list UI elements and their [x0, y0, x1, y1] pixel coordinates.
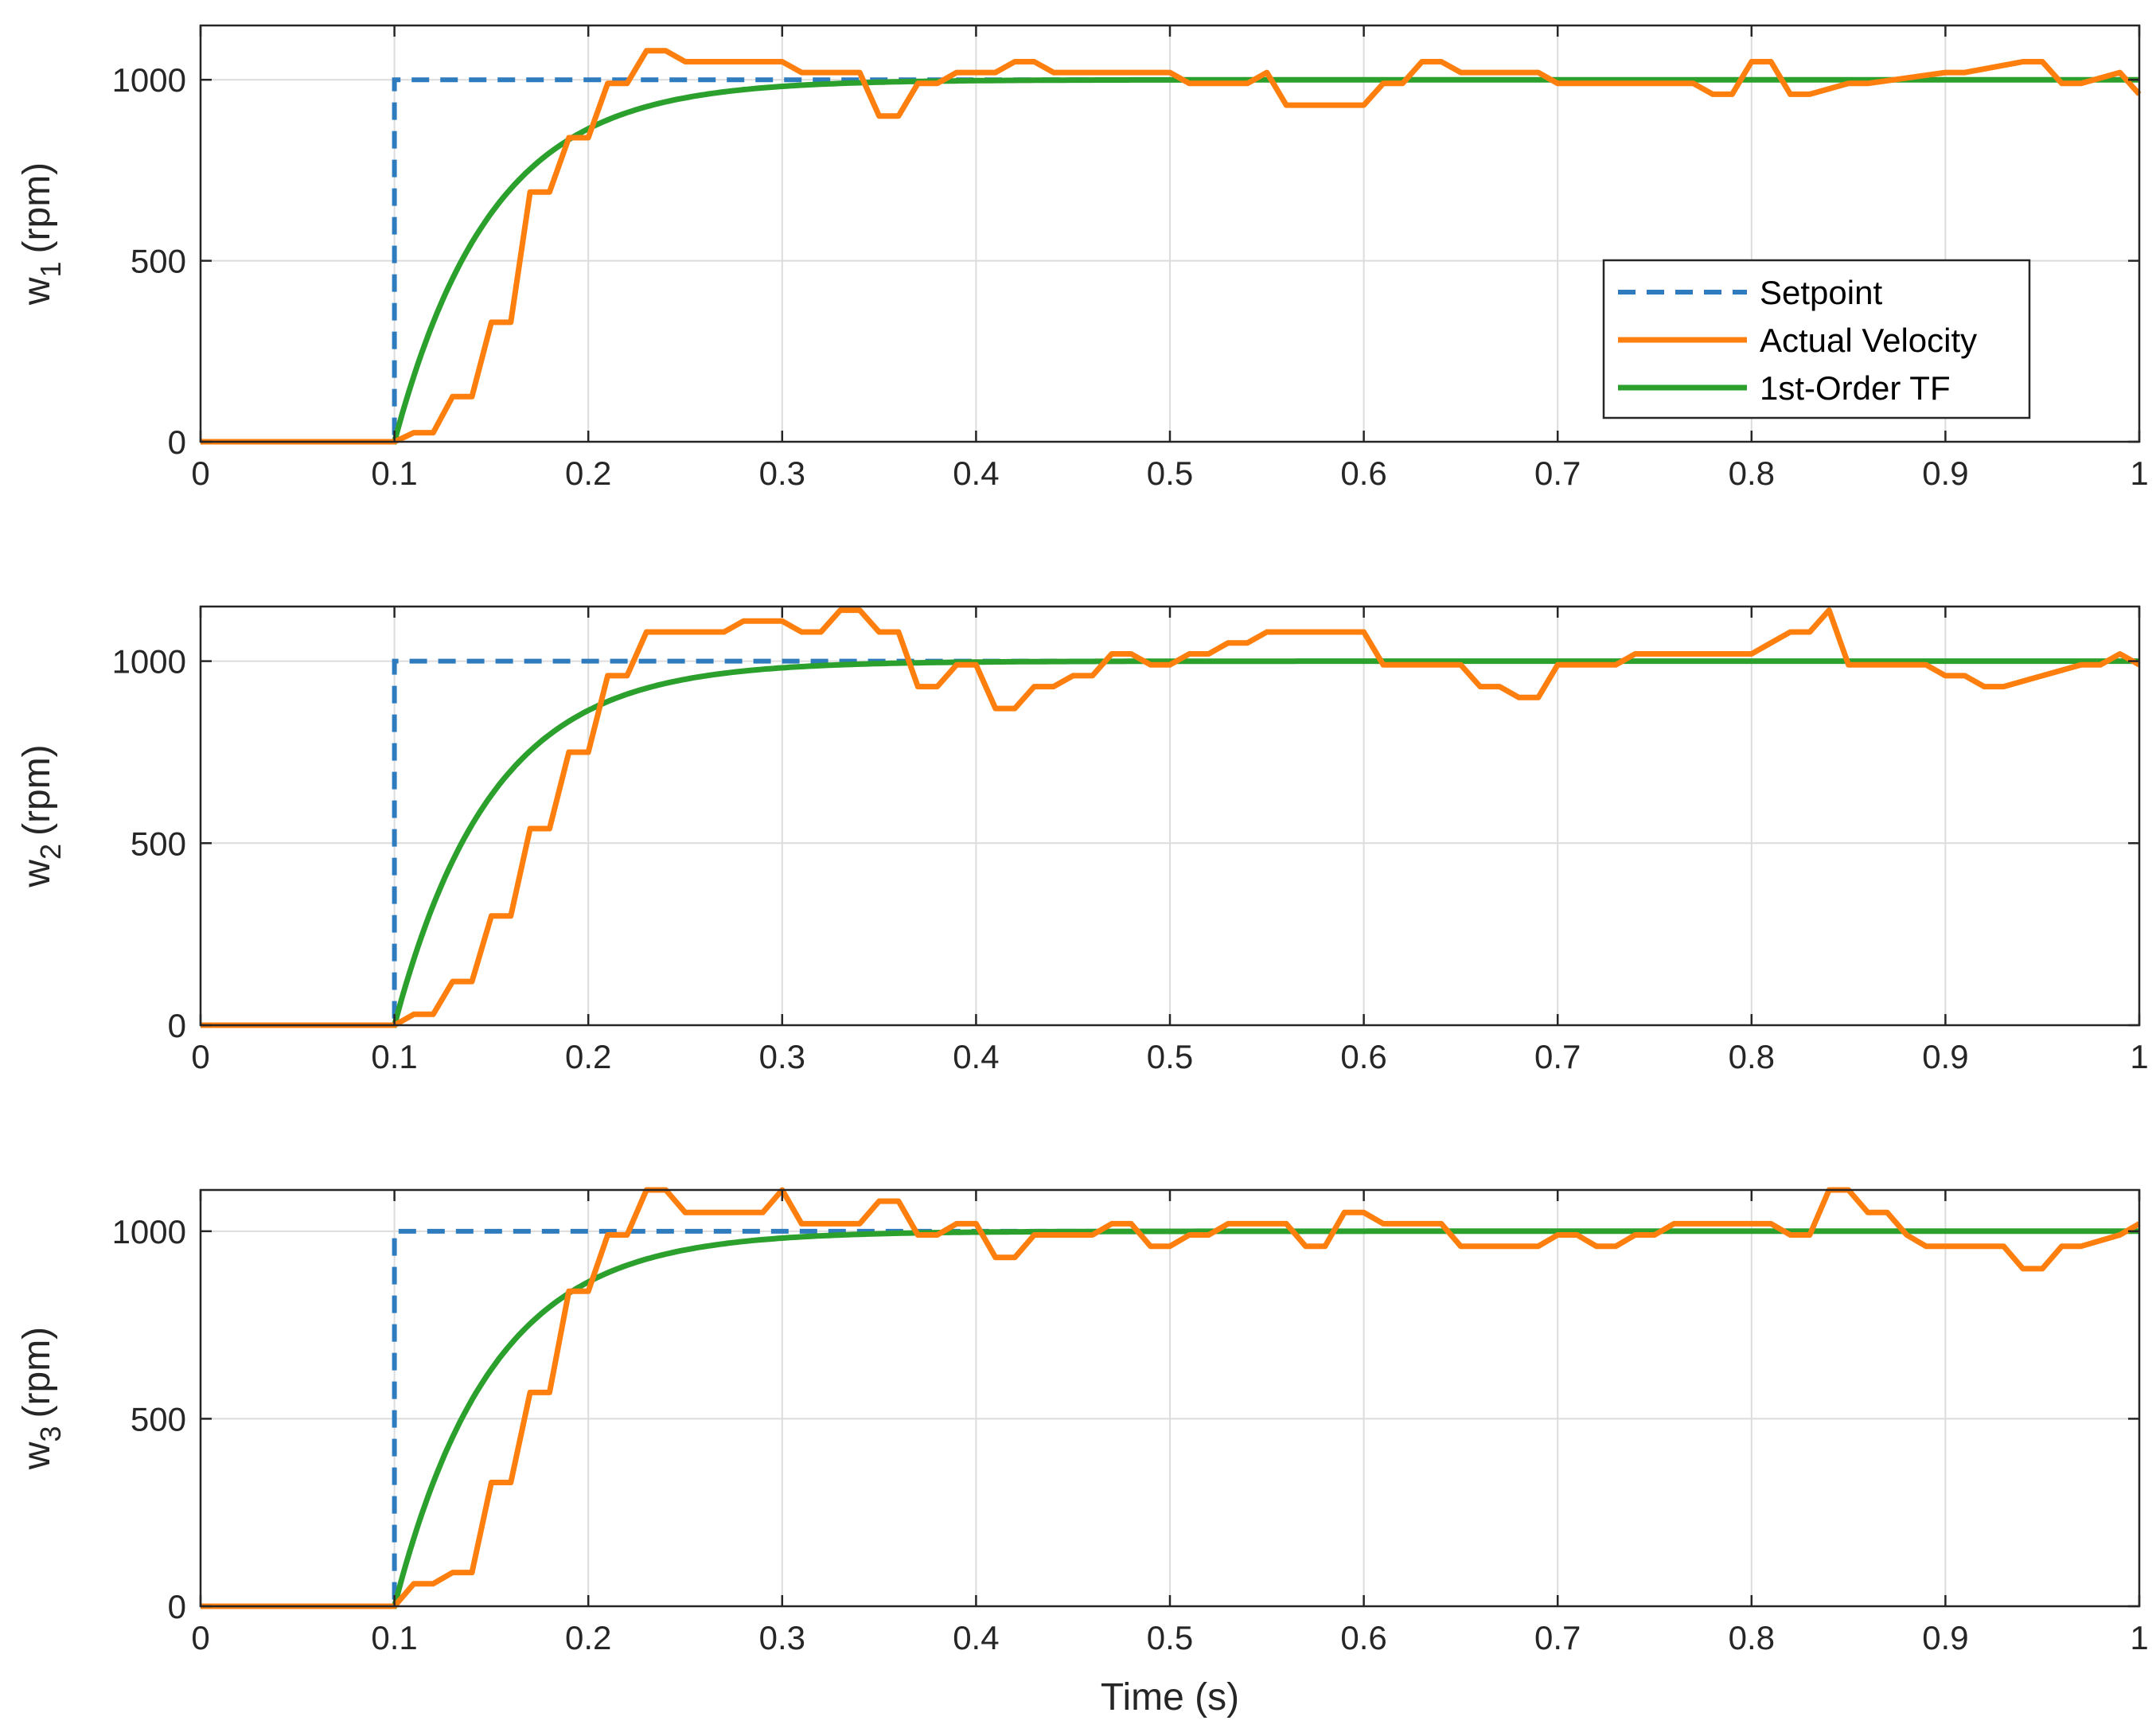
- y-tick-label: 500: [131, 825, 186, 862]
- x-tick-label: 0.6: [1340, 1038, 1386, 1075]
- x-tick-label: 1: [2130, 454, 2148, 492]
- subplot-w1: 0 0.1 0.2 0.3 0.4 0.5 0.6 0.7 0.8 0.9 105001000w1(…: [16, 24, 2149, 492]
- y-axis-label: w2 (rpm): [16, 744, 67, 888]
- x-tick-label: 0.5: [1147, 454, 1193, 492]
- x-tick-label: 0.2: [565, 1619, 611, 1656]
- x-tick-label: 0.7: [1534, 454, 1581, 492]
- x-tick-label: 0.6: [1340, 1619, 1386, 1656]
- y-axis-label-unit: (rpm): [16, 162, 58, 254]
- legend-label-actual: Actual Velocity: [1760, 322, 1977, 359]
- x-tick-label: 0.8: [1729, 1038, 1775, 1075]
- x-tick-label: 0: [191, 1619, 209, 1656]
- legend-label-setpoint: Setpoint: [1760, 274, 1882, 311]
- x-tick-label: 0.9: [1922, 1038, 1968, 1075]
- x-tick-label: 0.4: [953, 1038, 999, 1075]
- x-tick-label: 0.3: [759, 454, 805, 492]
- x-tick-label: 0.4: [953, 1619, 999, 1656]
- legend-label-tf: 1st-Order TF: [1760, 369, 1951, 407]
- tf-response-line: [201, 1228, 2139, 1609]
- x-tick-label: 0.5: [1147, 1038, 1193, 1075]
- x-tick-label: 0: [191, 454, 209, 492]
- y-axis-label: w1 (rpm): [16, 162, 67, 306]
- x-tick-label: 0.3: [759, 1038, 805, 1075]
- x-tick-label: 0.4: [953, 454, 999, 492]
- y-axis-label-main: w: [16, 860, 58, 888]
- x-tick-label: 0.9: [1922, 1619, 1968, 1656]
- x-tick-label: 0.1: [371, 1619, 417, 1656]
- x-tick-label: 1: [2130, 1038, 2148, 1075]
- x-axis-label: Time (s): [1101, 1676, 1239, 1718]
- y-axis-label-main: w: [16, 1441, 58, 1470]
- y-tick-label: 0: [168, 1007, 186, 1044]
- legend: Setpoint Actual Velocity 1st-Order TF: [1602, 259, 2031, 419]
- x-tick-label: 0.6: [1340, 454, 1386, 492]
- x-tick-label: 1: [2130, 1619, 2148, 1656]
- x-tick-label: 0.1: [371, 1038, 417, 1075]
- y-axis-label: w3 (rpm): [16, 1327, 67, 1470]
- y-axis-label-unit: (rpm): [16, 744, 58, 836]
- y-tick-label: 1000: [112, 643, 186, 681]
- y-tick-label: 1000: [112, 1213, 186, 1250]
- tf-response-line: [201, 76, 2139, 445]
- x-tick-label: 0.5: [1147, 1619, 1193, 1656]
- y-tick-label: 500: [131, 1400, 186, 1438]
- actual-velocity-line: [201, 48, 2142, 445]
- y-tick-label: 0: [168, 423, 186, 461]
- x-tick-label: 0.8: [1729, 454, 1775, 492]
- y-axis-label-subscript: 3: [34, 1426, 67, 1441]
- y-axis-label-unit: (rpm): [16, 1327, 58, 1418]
- subplot-w2: 0 0.1 0.2 0.3 0.4 0.5 0.6 0.7 0.8 0.9 1 0 500 1000 w2 (…: [16, 605, 2149, 1075]
- x-tick-label: 0.7: [1534, 1038, 1581, 1075]
- x-tick-label: 0: [191, 1038, 209, 1075]
- y-tick-label: 1000: [112, 61, 186, 99]
- x-tick-label: 0.3: [759, 1619, 805, 1656]
- x-tick-label: 0.2: [565, 1038, 611, 1075]
- x-tick-label: 0.2: [565, 454, 611, 492]
- y-tick-label: 500: [131, 243, 186, 280]
- x-tick-label: 0.8: [1729, 1619, 1775, 1656]
- y-axis-label-main: w: [16, 277, 58, 306]
- x-tick-label: 0.9: [1922, 454, 1968, 492]
- x-tick-label: 0.7: [1534, 1619, 1581, 1656]
- actual-velocity-line: [201, 607, 2141, 1028]
- x-tick-label: 0.1: [371, 454, 417, 492]
- y-axis-label-subscript: 1: [34, 261, 67, 277]
- y-axis-label-subscript: 2: [34, 844, 67, 860]
- subplot-w3: 0 0.1 0.2 0.3 0.4 0.5 0.6 0.7 0.8 0.9 1 0 500 1000 w3 (…: [16, 1187, 2149, 1718]
- y-tick-label: 0: [168, 1588, 186, 1625]
